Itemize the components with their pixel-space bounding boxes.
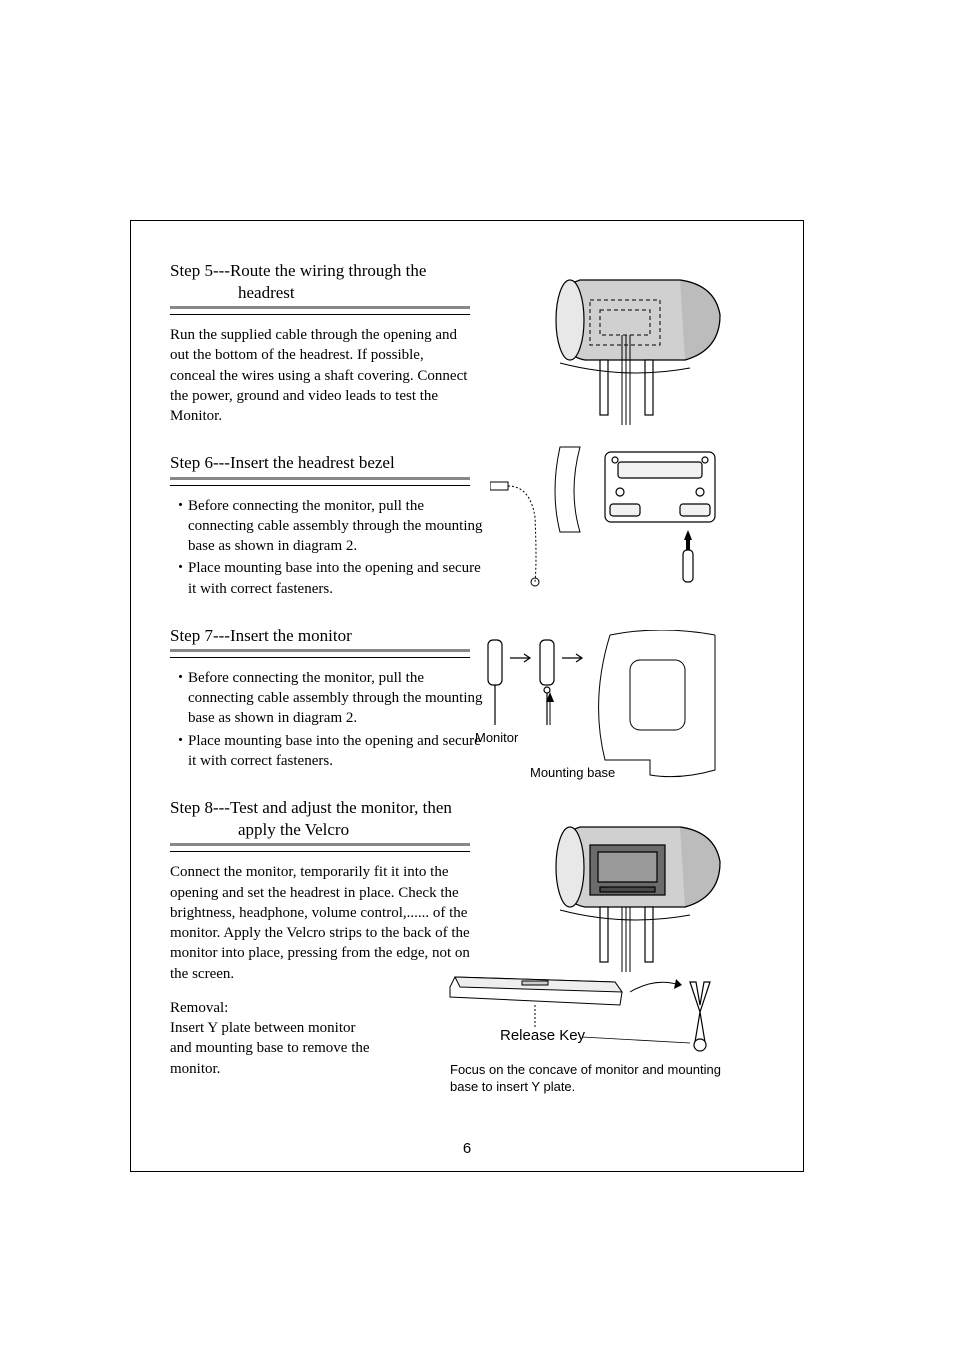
step5-block: Step 5---Route the wiring through the he… (170, 260, 760, 426)
step7-list: Before connecting the monitor, pull the … (170, 668, 488, 771)
step6-list: Before connecting the monitor, pull the … (170, 496, 488, 599)
step6-block: Step 6---Insert the headrest bezel Befor… (170, 452, 760, 598)
step7-bullet1: Before connecting the monitor, pull the … (188, 668, 488, 729)
step8-heading-line1: Step 8---Test and adjust the monitor, th… (170, 798, 452, 817)
step5-figure (530, 260, 730, 435)
bezel-insert-illustration (490, 442, 750, 602)
step5-rule (170, 306, 470, 315)
step7-rule (170, 649, 470, 658)
step8-figure-top (530, 807, 730, 982)
removal-body: Insert Y plate between monitor and mount… (170, 1018, 370, 1079)
step6-rule (170, 477, 470, 486)
page-sheet: 6 Step 5---Route the wiring through the … (0, 0, 954, 1351)
step8-label-release: Release Key (500, 1027, 585, 1044)
step8-body: Connect the monitor, temporarily fit it … (170, 862, 470, 984)
step8-caption: Focus on the concave of monitor and moun… (450, 1062, 740, 1096)
monitor-fitted-illustration (530, 807, 730, 977)
step6-bullet1: Before connecting the monitor, pull the … (188, 496, 488, 557)
step6-bullet2: Place mounting base into the opening and… (188, 558, 488, 599)
step7-bullet2: Place mounting base into the opening and… (188, 731, 488, 772)
content-column: Step 5---Route the wiring through the he… (170, 260, 760, 1105)
step5-heading-line1: Step 5---Route the wiring through the (170, 261, 426, 280)
step8-figure-bottom: Release Key Focus on the concave of moni… (440, 967, 740, 1082)
step7-figure: Monitor Mounting base (480, 630, 750, 795)
page-number: 6 (131, 1140, 803, 1157)
removal-heading: Removal: (170, 998, 370, 1018)
step7-block: Step 7---Insert the monitor Before conne… (170, 625, 760, 771)
step8-block: Step 8---Test and adjust the monitor, th… (170, 797, 760, 1079)
step7-label-monitor: Monitor (475, 730, 518, 745)
step6-figure (490, 442, 750, 607)
step5-body: Run the supplied cable through the openi… (170, 325, 470, 426)
step7-label-base: Mounting base (530, 765, 615, 780)
step8-rule (170, 843, 470, 852)
release-key-illustration (440, 967, 740, 1077)
headrest-wiring-illustration (530, 260, 730, 430)
